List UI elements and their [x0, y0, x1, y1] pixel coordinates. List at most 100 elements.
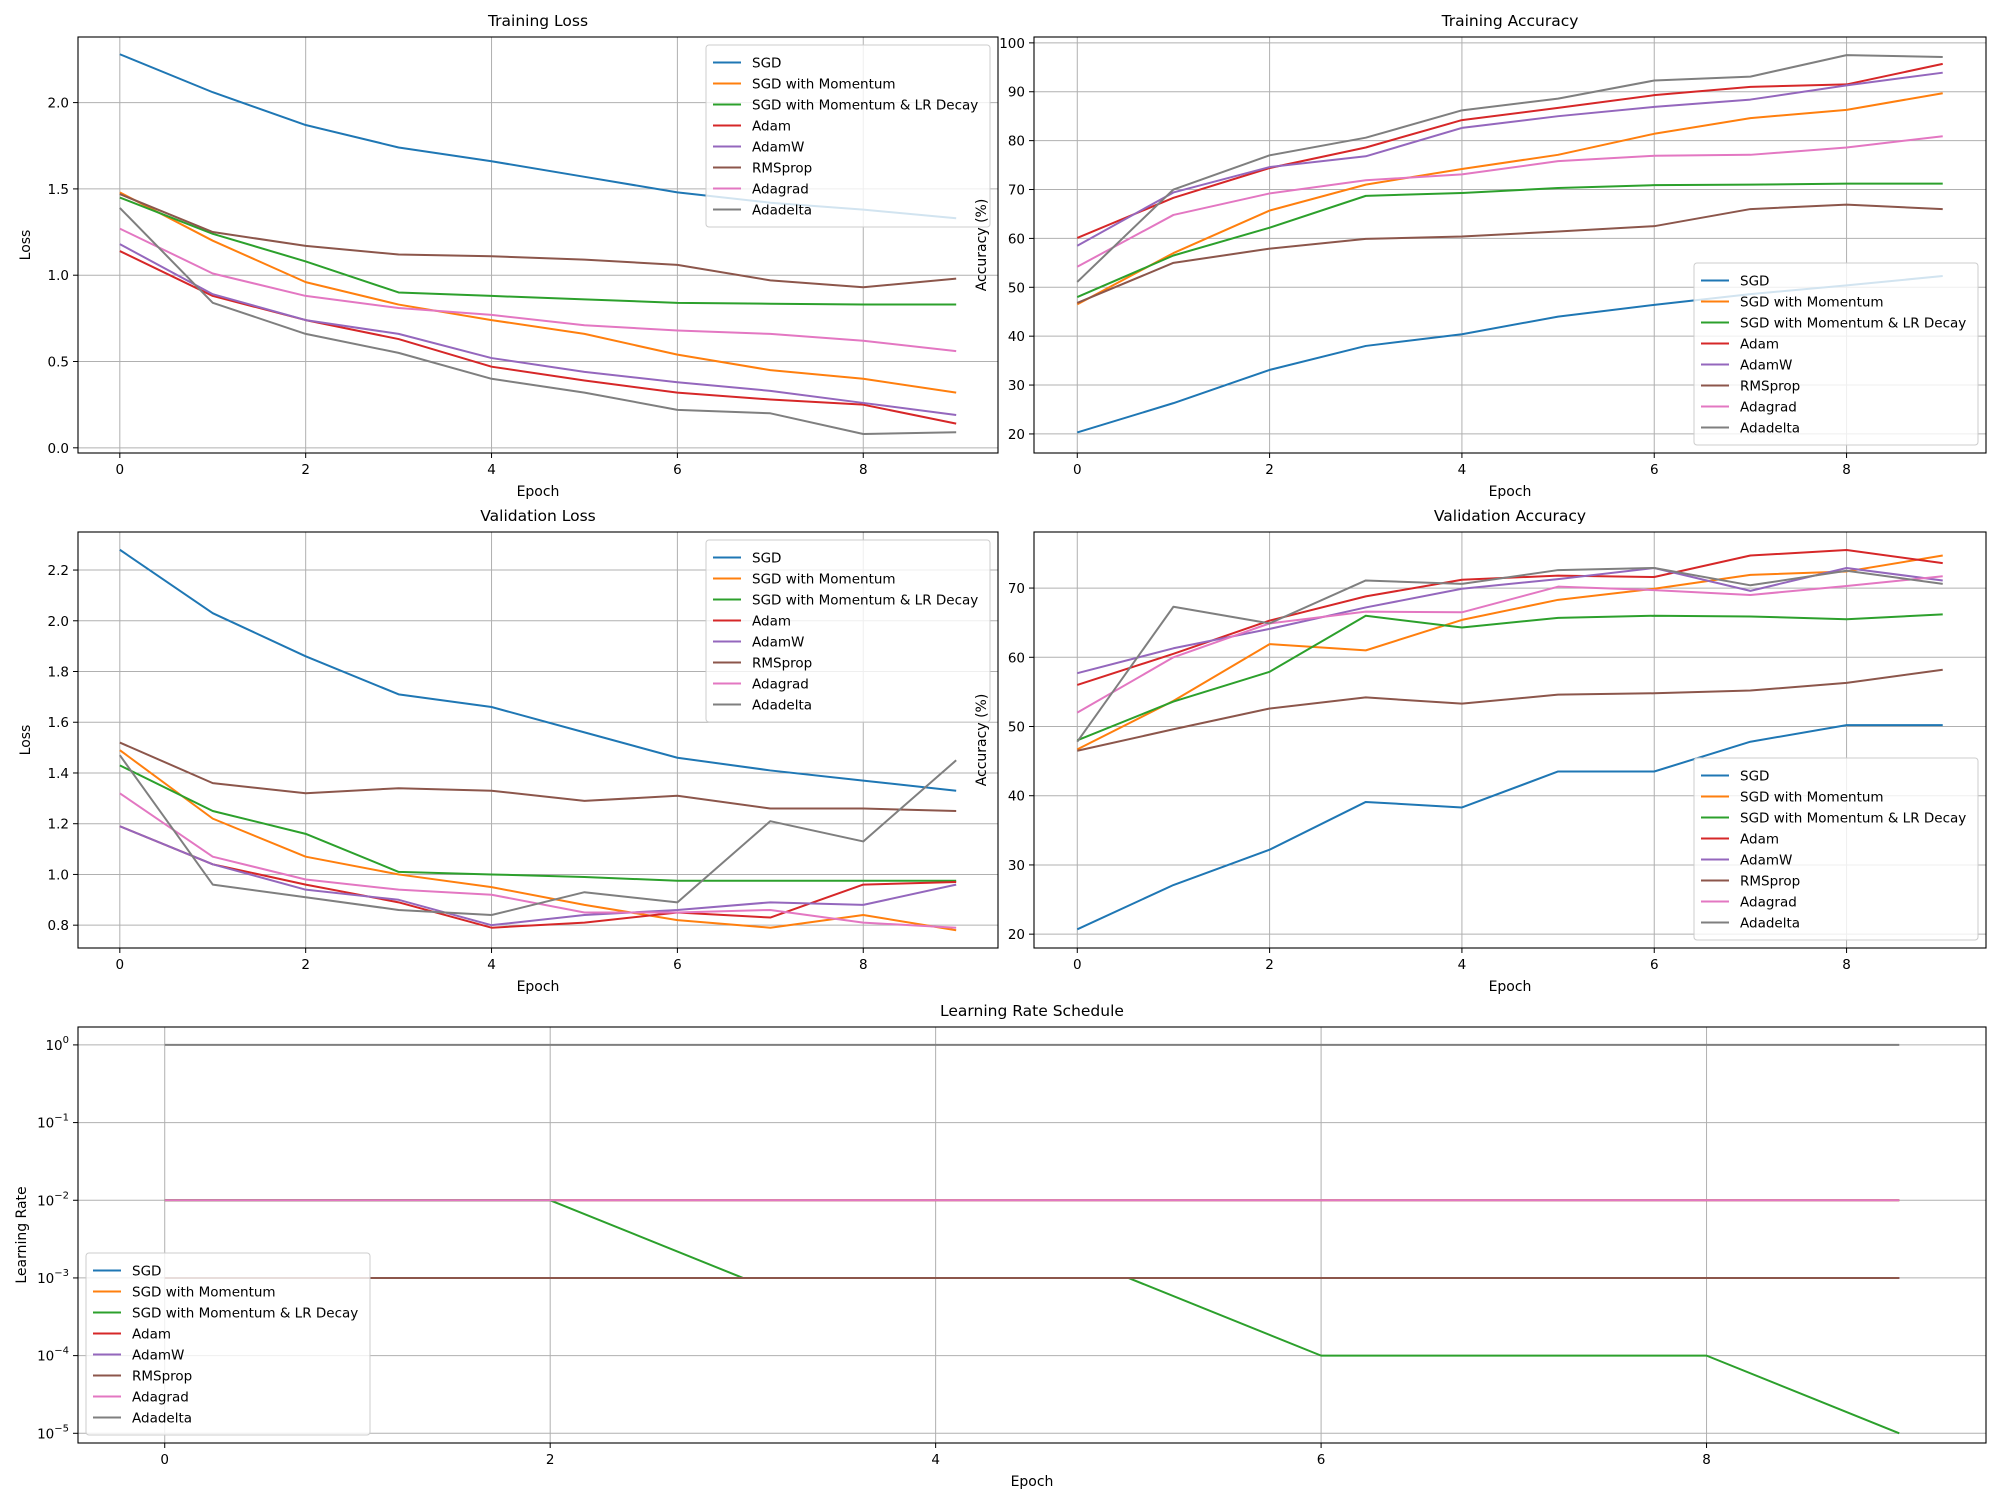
- x-tick-label: 0: [1073, 462, 1082, 478]
- x-tick-label: 6: [1317, 1452, 1326, 1468]
- series-line-sgd: [1076, 724, 1943, 931]
- series-lines: [1076, 549, 1943, 931]
- x-axis-label: Epoch: [1489, 484, 1532, 500]
- y-tick-label: 50: [1008, 280, 1025, 296]
- y-axis-label: Loss: [18, 725, 34, 756]
- x-axis-label: Epoch: [517, 979, 560, 995]
- y-tick-label: 50: [1008, 720, 1025, 736]
- chart-panel-0: 0 2 4 6 8 0.0 0.5 1.0 1.5 2.0 Training Loss Epoch Lo…: [18, 12, 999, 500]
- legend-label-adagrad: Adagrad: [1740, 400, 1797, 416]
- legend-label-sgd-with-momentum-lr-decay: SGD with Momentum & LR Decay: [1740, 316, 1966, 332]
- y-tick-label: 1.4: [48, 766, 69, 782]
- chart-title: Training Accuracy: [1441, 12, 1579, 30]
- y-tick-label: 2.0: [48, 614, 69, 630]
- axes-frame: [77, 1026, 1987, 1444]
- series-line-adagrad: [1076, 575, 1943, 714]
- legend-label-rmsprop: RMSprop: [752, 161, 812, 177]
- y-tick-label: 0.8: [48, 918, 69, 934]
- y-tick-label: 1.6: [48, 715, 69, 731]
- series-lines: [119, 53, 957, 436]
- series-line-sgd-with-momentum-lr-decay: [1076, 613, 1943, 742]
- chart-title: Validation Accuracy: [1434, 507, 1586, 525]
- series-line-sgd-with-momentum-lr-decay: [164, 1199, 1900, 1435]
- x-tick-label: 4: [487, 462, 496, 478]
- series-line-adadelta: [1076, 54, 1943, 283]
- chart-panel-4: 0 2 4 6 8 10−5 10−4 10−3 10−2 10−1 100 Learning Rat…: [14, 1002, 1987, 1490]
- legend-label-adam: Adam: [1740, 337, 1779, 353]
- legend-label-sgd-with-momentum-lr-decay: SGD with Momentum & LR Decay: [1740, 811, 1966, 827]
- y-tick-label: 70: [1008, 183, 1025, 199]
- x-tick-label: 2: [301, 462, 310, 478]
- legend-label-adadelta: Adadelta: [752, 698, 812, 714]
- x-tick-label: 2: [301, 957, 310, 973]
- y-tick-label: 40: [1008, 329, 1025, 345]
- series-line-adadelta: [1076, 566, 1943, 743]
- legend-box: [705, 44, 991, 228]
- x-tick-label: 2: [1265, 462, 1274, 478]
- series-line-sgd: [119, 548, 957, 792]
- legend-label-adam: Adam: [752, 119, 791, 135]
- y-tick-label: 10−1: [37, 1113, 69, 1132]
- legend-label-adadelta: Adadelta: [1740, 421, 1800, 437]
- legend: SGD SGD with Momentum SGD with Momentum & …: [705, 44, 991, 228]
- axes-frame: [77, 531, 999, 949]
- y-tick-label: 10−2: [37, 1190, 69, 1209]
- legend-label-rmsprop: RMSprop: [752, 656, 812, 672]
- legend-label-sgd-with-momentum-lr-decay: SGD with Momentum & LR Decay: [752, 593, 978, 609]
- chart-panel-2: 0 2 4 6 8 0.8 1.0 1.2 1.4 1.6 1.8 2.0 2.2 Validation …: [18, 507, 999, 995]
- y-tick-label: 2.0: [48, 96, 69, 112]
- x-tick-label: 4: [487, 957, 496, 973]
- series-line-adagrad: [1076, 135, 1943, 268]
- legend-label-sgd-with-momentum: SGD with Momentum: [752, 77, 896, 93]
- legend-label-sgd-with-momentum-lr-decay: SGD with Momentum & LR Decay: [752, 98, 978, 114]
- legend-label-adamw: AdamW: [1740, 853, 1792, 869]
- y-tick-label: 1.0: [48, 867, 69, 883]
- axes-frame: [1033, 36, 1987, 454]
- legend-label-adadelta: Adadelta: [132, 1411, 192, 1427]
- legend-label-adagrad: Adagrad: [752, 182, 809, 198]
- x-tick-label: 0: [1073, 957, 1082, 973]
- y-tick-label: 60: [1008, 231, 1025, 247]
- y-tick-label: 30: [1008, 378, 1025, 394]
- x-tick-label: 4: [931, 1452, 940, 1468]
- series-lines: [164, 1043, 1900, 1435]
- chart-title: Validation Loss: [480, 507, 595, 525]
- chart-title: Training Loss: [487, 12, 588, 30]
- legend-label-sgd-with-momentum: SGD with Momentum: [1740, 295, 1884, 311]
- y-tick-label: 20: [1008, 427, 1025, 443]
- x-tick-label: 2: [1265, 957, 1274, 973]
- legend: SGD SGD with Momentum SGD with Momentum & …: [85, 1252, 371, 1436]
- legend-label-rmsprop: RMSprop: [132, 1369, 192, 1385]
- axes-frame: [77, 36, 999, 454]
- legend-label-sgd-with-momentum-lr-decay: SGD with Momentum & LR Decay: [132, 1306, 358, 1322]
- chart-title: Learning Rate Schedule: [940, 1002, 1124, 1020]
- y-axis-label: Learning Rate: [14, 1186, 30, 1283]
- series-line-sgd-with-momentum-lr-decay: [119, 196, 957, 306]
- y-tick-label: 60: [1008, 650, 1025, 666]
- x-tick-label: 4: [1458, 462, 1467, 478]
- y-tick-label: 1.8: [48, 665, 69, 681]
- series-line-adagrad: [119, 792, 957, 929]
- legend-label-rmsprop: RMSprop: [1740, 874, 1800, 890]
- series-line-adagrad: [119, 227, 957, 353]
- series-line-sgd-with-momentum-lr-decay: [1076, 182, 1943, 298]
- legend-label-sgd: SGD: [1740, 769, 1769, 785]
- legend-label-sgd: SGD: [752, 551, 781, 567]
- series-line-adamw: [119, 825, 957, 927]
- x-tick-label: 6: [673, 957, 682, 973]
- x-tick-label: 8: [859, 957, 868, 973]
- legend-label-adam: Adam: [752, 614, 791, 630]
- legend: SGD SGD with Momentum SGD with Momentum & …: [1693, 757, 1979, 941]
- chart-panel-3: 0 2 4 6 8 20 30 40 50 60 70 Validation Accuracy Epoc…: [974, 507, 1987, 995]
- y-tick-label: 1.2: [48, 817, 69, 833]
- legend-label-sgd-with-momentum: SGD with Momentum: [132, 1285, 276, 1301]
- x-tick-label: 4: [1458, 957, 1467, 973]
- series-line-adadelta: [119, 754, 957, 917]
- legend-label-sgd-with-momentum: SGD with Momentum: [1740, 790, 1884, 806]
- series-line-sgd-with-momentum: [119, 749, 957, 932]
- legend-label-adamw: AdamW: [132, 1348, 184, 1364]
- series-line-adam: [1076, 62, 1943, 239]
- series-line-adadelta: [119, 207, 957, 436]
- legend-label-adam: Adam: [132, 1327, 171, 1343]
